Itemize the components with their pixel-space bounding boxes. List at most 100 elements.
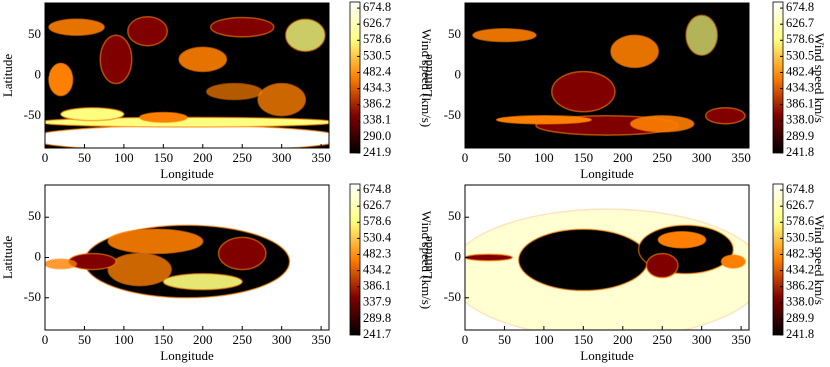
colorbar-tick-label: 578.6	[363, 214, 391, 228]
x-axis-label: Longitude	[580, 348, 634, 363]
field-feature	[645, 252, 679, 279]
colorbar-tick-label: 241.7	[363, 327, 391, 341]
x-tick-label: 150	[154, 150, 174, 165]
field-feature	[704, 106, 746, 125]
x-tick-label: 350	[731, 332, 751, 347]
x-tick-label: 50	[78, 332, 91, 347]
field-feature	[495, 115, 592, 125]
y-tick-label: 50	[448, 26, 461, 41]
field-feature	[629, 115, 695, 133]
x-tick-label: 50	[498, 332, 511, 347]
y-tick-label: -50	[24, 289, 41, 304]
colorbar-tick-label: 434.3	[786, 80, 814, 94]
colorbar-tick-label: 386.2	[786, 279, 814, 293]
x-tick-label: 100	[114, 332, 134, 347]
colorbar-tick-label: 386.1	[363, 279, 391, 293]
colorbar-tick-label: 338.0	[786, 295, 814, 309]
colorbar-tick-label: 290.0	[363, 129, 391, 143]
field-feature	[99, 34, 133, 85]
field-feature	[517, 228, 649, 292]
field-feature	[45, 124, 329, 148]
x-axis-label: Longitude	[160, 348, 214, 363]
colorbar-tick-label: 530.5	[786, 230, 814, 244]
field-feature	[60, 106, 125, 122]
y-axis-label: Latitude	[0, 54, 15, 98]
x-tick-label: 50	[78, 150, 91, 165]
colorbar-tick-label: 578.6	[363, 32, 391, 46]
x-tick-label: 300	[692, 332, 712, 347]
heatmap-panel: 0 50 100 150 200 250 300 350 -50 0 50 Longitude Lati…	[420, 0, 827, 181]
x-axis-label: Longitude	[580, 166, 634, 181]
x-tick-label: 100	[114, 150, 134, 165]
x-axis-label: Longitude	[160, 166, 214, 181]
heatmap-field	[45, 185, 329, 330]
colorbar-tick-label: 241.9	[363, 145, 391, 159]
field-feature	[138, 111, 188, 123]
x-tick-label: 50	[498, 150, 511, 165]
colorbar-tick-label: 289.9	[786, 129, 814, 143]
x-tick-label: 0	[42, 332, 49, 347]
colorbar-tick-label: 530.5	[363, 48, 391, 62]
field-feature	[284, 18, 326, 53]
colorbar	[349, 183, 361, 336]
field-feature	[127, 15, 169, 47]
colorbar-label: Wind speed (km/s)	[419, 211, 434, 309]
colorbar-tick-label: 337.9	[363, 295, 391, 309]
x-tick-label: 200	[613, 332, 633, 347]
y-axis-label: Latitude	[420, 54, 435, 98]
field-feature	[107, 252, 172, 287]
colorbar-tick-label: 674.8	[363, 0, 391, 14]
y-tick-label: 0	[35, 248, 42, 263]
field-feature	[685, 14, 719, 57]
field-feature	[178, 46, 228, 73]
y-tick-label: -50	[444, 289, 461, 304]
colorbar-tick-label: 530.5	[786, 48, 814, 62]
colorbar-tick-label: 434.2	[363, 262, 391, 276]
x-tick-label: 150	[574, 150, 594, 165]
x-tick-label: 250	[652, 332, 672, 347]
y-axis-label: Latitude	[0, 236, 15, 280]
colorbar-tick-label: 578.6	[786, 32, 814, 46]
colorbar-tick-label: 338.1	[363, 113, 391, 127]
x-tick-label: 300	[692, 150, 712, 165]
field-feature	[48, 62, 74, 97]
x-tick-label: 0	[462, 332, 469, 347]
y-axis-label: Latitude	[420, 236, 435, 280]
y-tick-label: -50	[444, 107, 461, 122]
colorbar	[772, 1, 784, 154]
colorbar-tick-label: 241.8	[786, 145, 814, 159]
field-feature	[257, 82, 307, 117]
heatmap-field	[465, 3, 749, 148]
colorbar-tick-label: 674.8	[786, 182, 814, 196]
x-tick-label: 250	[232, 150, 252, 165]
colorbar-tick-label: 386.2	[363, 97, 391, 111]
x-tick-label: 250	[652, 150, 672, 165]
x-tick-label: 200	[193, 332, 213, 347]
colorbar-tick-label: 241.8	[786, 327, 814, 341]
colorbar-tick-label: 482.3	[363, 246, 391, 260]
colorbar-tick-label: 289.8	[363, 311, 391, 325]
colorbar-tick-label: 434.3	[363, 80, 391, 94]
colorbar-tick-label: 626.7	[363, 198, 391, 212]
field-feature	[551, 70, 616, 113]
y-tick-label: 0	[455, 66, 462, 81]
heatmap-panel: 0 50 100 150 200 250 300 350 -50 0 50 Longitude Lati…	[0, 0, 434, 181]
field-feature	[205, 82, 263, 101]
colorbar-tick-label: 482.3	[786, 246, 814, 260]
colorbar-label: Wind speed km/s	[812, 33, 827, 123]
x-tick-label: 100	[534, 150, 554, 165]
colorbar	[349, 1, 361, 154]
field-feature	[45, 258, 78, 270]
y-tick-label: 50	[448, 208, 461, 223]
x-tick-label: 350	[311, 150, 331, 165]
colorbar	[772, 183, 784, 336]
field-feature	[657, 230, 707, 249]
colorbar-label: Wind speed (km/s)	[419, 29, 434, 127]
heatmap-panel: 0 50 100 150 200 250 300 350 -50 0 50 Longitude Lati…	[0, 182, 434, 363]
colorbar-label: Wind speed km/s	[812, 215, 827, 305]
field-feature	[162, 272, 243, 291]
colorbar-tick-label: 674.8	[786, 0, 814, 14]
heatmap-field	[45, 3, 329, 148]
colorbar-tick-label: 434.2	[786, 262, 814, 276]
colorbar-tick-label: 626.7	[786, 16, 814, 30]
